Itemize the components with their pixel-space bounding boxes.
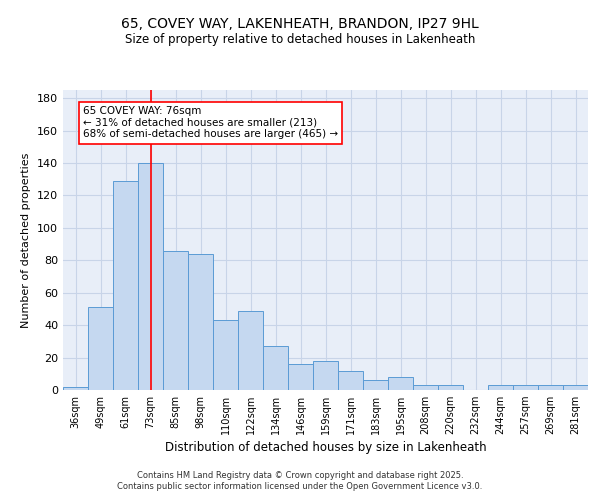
- Bar: [163, 250, 188, 390]
- Bar: [188, 254, 213, 390]
- Bar: [563, 385, 588, 390]
- Bar: [438, 385, 463, 390]
- Bar: [213, 320, 238, 390]
- Bar: [413, 385, 438, 390]
- Bar: [488, 385, 513, 390]
- Bar: [238, 310, 263, 390]
- Bar: [113, 181, 138, 390]
- Bar: [63, 387, 88, 390]
- Y-axis label: Number of detached properties: Number of detached properties: [22, 152, 31, 328]
- Text: Contains public sector information licensed under the Open Government Licence v3: Contains public sector information licen…: [118, 482, 482, 491]
- Bar: [538, 385, 563, 390]
- Bar: [313, 361, 338, 390]
- Text: 65 COVEY WAY: 76sqm
← 31% of detached houses are smaller (213)
68% of semi-detac: 65 COVEY WAY: 76sqm ← 31% of detached ho…: [83, 106, 338, 140]
- Bar: [288, 364, 313, 390]
- Text: Size of property relative to detached houses in Lakenheath: Size of property relative to detached ho…: [125, 32, 475, 46]
- Text: 65, COVEY WAY, LAKENHEATH, BRANDON, IP27 9HL: 65, COVEY WAY, LAKENHEATH, BRANDON, IP27…: [121, 18, 479, 32]
- Bar: [513, 385, 538, 390]
- Bar: [363, 380, 388, 390]
- Bar: [263, 346, 288, 390]
- X-axis label: Distribution of detached houses by size in Lakenheath: Distribution of detached houses by size …: [164, 442, 487, 454]
- Bar: [138, 163, 163, 390]
- Bar: [88, 308, 113, 390]
- Bar: [338, 370, 363, 390]
- Text: Contains HM Land Registry data © Crown copyright and database right 2025.: Contains HM Land Registry data © Crown c…: [137, 471, 463, 480]
- Bar: [388, 377, 413, 390]
